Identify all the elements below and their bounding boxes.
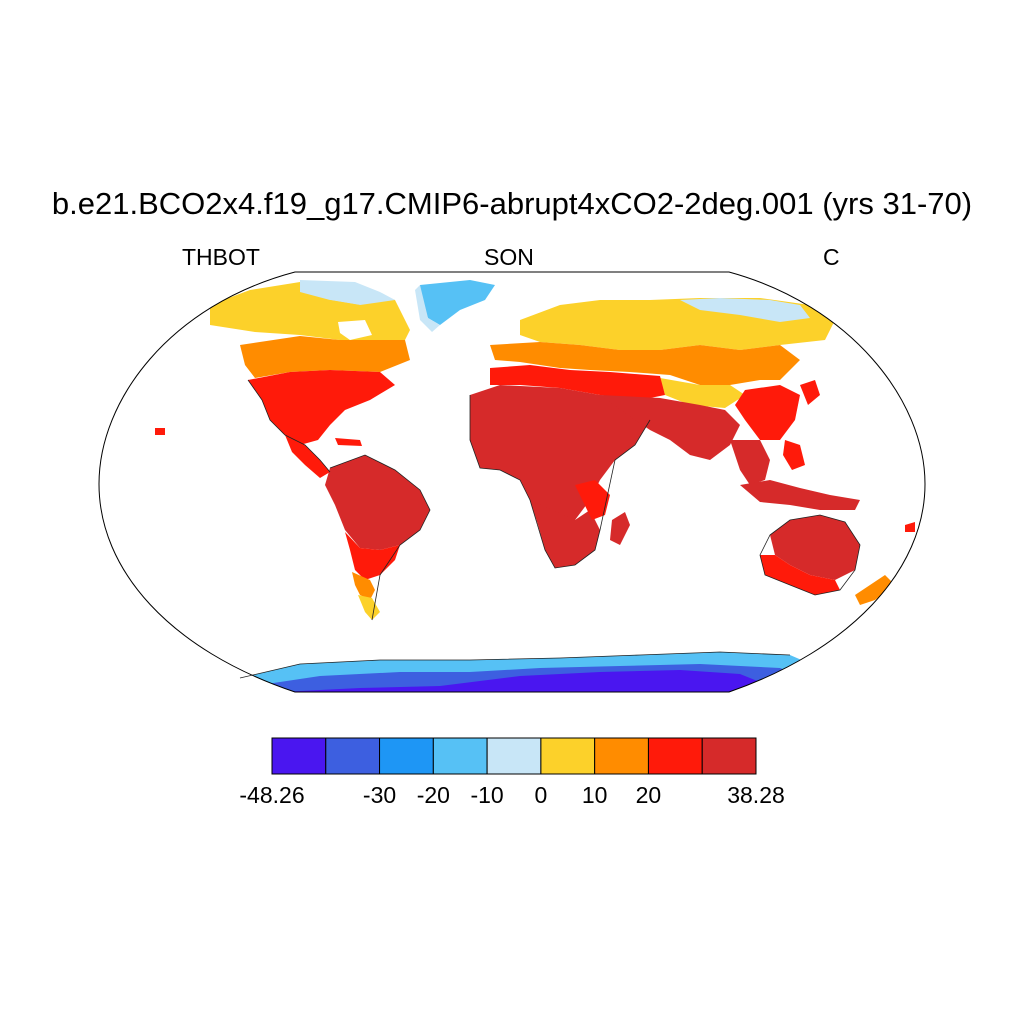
colorbar-swatch [701,737,757,775]
philippines [783,440,805,470]
indochina [730,440,770,485]
plot-title: b.e21.BCO2x4.f19_g17.CMIP6-abrupt4xCO2-2… [51,186,973,221]
tierra-del-fuego [358,595,380,620]
africa-sahara [470,385,650,530]
patagonia [352,572,375,600]
land-fill [155,280,915,692]
central-america [285,435,330,478]
colorbar-labels: -48.26 -30 -20 -10 0 10 20 38.28 [0,782,1024,812]
arctic-archipelago [300,280,395,305]
south-america-core [325,455,430,550]
colorbar-swatch [379,737,434,775]
north-america-south [248,370,395,445]
north-america-temperate [240,336,410,378]
hudson-bay [338,320,372,340]
units-label: C [823,244,840,270]
hawaii [155,428,165,435]
colorbar-swatch [271,737,327,775]
colorbar-tick-label: 0 [534,782,548,808]
variable-label: THBOT [182,244,260,270]
colorbar-swatch [647,737,703,775]
colorbar-tick-label: -10 [470,782,504,808]
colorbar-tick-label: 10 [581,782,608,808]
map-boundary [98,271,926,693]
siberia-cold [680,298,810,322]
colorbar-swatch [325,737,381,775]
africa-south [530,500,600,568]
australia-core [770,515,860,580]
colorbar-tick-label: 38.28 [727,782,785,808]
africa-east [575,480,610,520]
new-zealand [855,575,895,605]
east-asia [735,385,800,440]
colorbar [271,737,757,775]
japan [800,380,820,405]
arctic-archipelago-warm [330,300,395,325]
maritime-se-asia [740,480,860,510]
eurasia-midlatitude [490,342,800,385]
colorbar-tick-label: -30 [362,782,397,808]
arabia-india [600,395,740,460]
madagascar [610,512,630,545]
greenland-edge [415,285,440,332]
caribbean [335,438,362,446]
colorbar-swatch [540,737,596,775]
south-america-south [345,532,400,580]
central-asia-plateau [660,378,745,408]
greenland-interior [420,280,495,325]
colorbar-tick-label: 20 [635,782,662,808]
colorbar-tick-label: -20 [416,782,450,808]
colorbar-tick-label: -48.26 [239,782,305,808]
coastlines [239,379,861,679]
colorbar-swatch [594,737,649,775]
season-label: SON [484,244,534,270]
colorbar-swatch [432,737,488,775]
australia-south [760,555,840,595]
pacific-islands [905,522,915,532]
antarctica-interior [280,670,770,692]
mediterranean-south [490,365,665,400]
colorbar-swatch [486,737,542,775]
